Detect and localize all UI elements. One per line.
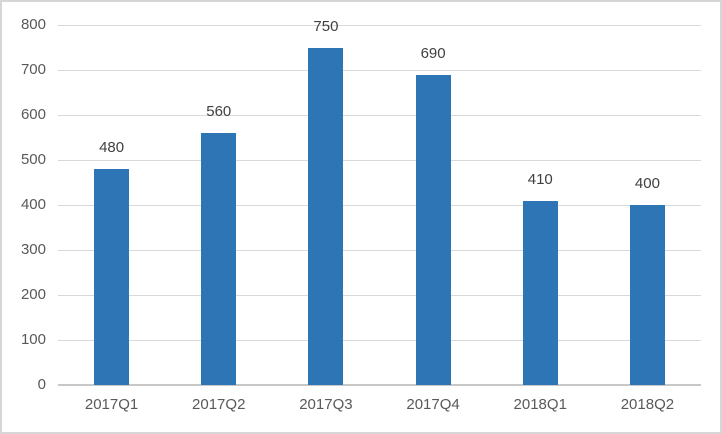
- y-axis-tick-label: 400: [20, 196, 46, 213]
- y-gridline: [58, 340, 701, 341]
- data-label: 750: [313, 17, 339, 35]
- y-axis-tick-label: 300: [20, 241, 46, 258]
- y-axis-tick-label: 800: [20, 16, 46, 33]
- bar-2017Q4: [415, 74, 451, 385]
- y-gridline: [58, 70, 701, 71]
- y-axis-tick-label: 600: [20, 106, 46, 123]
- data-label: 410: [527, 170, 553, 188]
- x-axis-line: [58, 384, 701, 386]
- y-gridline: [58, 205, 701, 206]
- data-label: 560: [206, 103, 232, 120]
- x-axis-tick-label: 2017Q3: [299, 396, 353, 413]
- x-axis-tick-label: 2017Q1: [84, 396, 139, 413]
- bar-2017Q1: [94, 169, 130, 385]
- bar-2017Q2: [201, 133, 237, 385]
- bar-2017Q3: [308, 47, 344, 385]
- x-axis-tick-label: 2017Q4: [406, 396, 460, 413]
- x-axis-tick-label: 2017Q2: [192, 396, 246, 413]
- y-axis-tick-label: 200: [20, 286, 46, 303]
- data-label: 480: [99, 139, 125, 156]
- y-axis-tick-label: 700: [20, 61, 46, 78]
- y-axis-tick-label: 100: [20, 331, 46, 348]
- y-gridline: [58, 250, 701, 251]
- data-label: 690: [420, 44, 446, 62]
- y-gridline: [58, 160, 701, 161]
- y-axis-tick-label: 0: [37, 376, 46, 393]
- x-axis-tick-label: 2018Q2: [620, 396, 675, 413]
- data-label: 400: [634, 175, 660, 192]
- bar-2018Q2: [629, 205, 665, 385]
- y-gridline: [58, 295, 701, 296]
- x-axis-tick-label: 2018Q1: [513, 396, 567, 413]
- bar-2018Q1: [522, 200, 558, 385]
- y-gridline: [58, 25, 701, 26]
- y-gridline: [58, 115, 701, 116]
- y-axis-tick-label: 500: [20, 151, 46, 168]
